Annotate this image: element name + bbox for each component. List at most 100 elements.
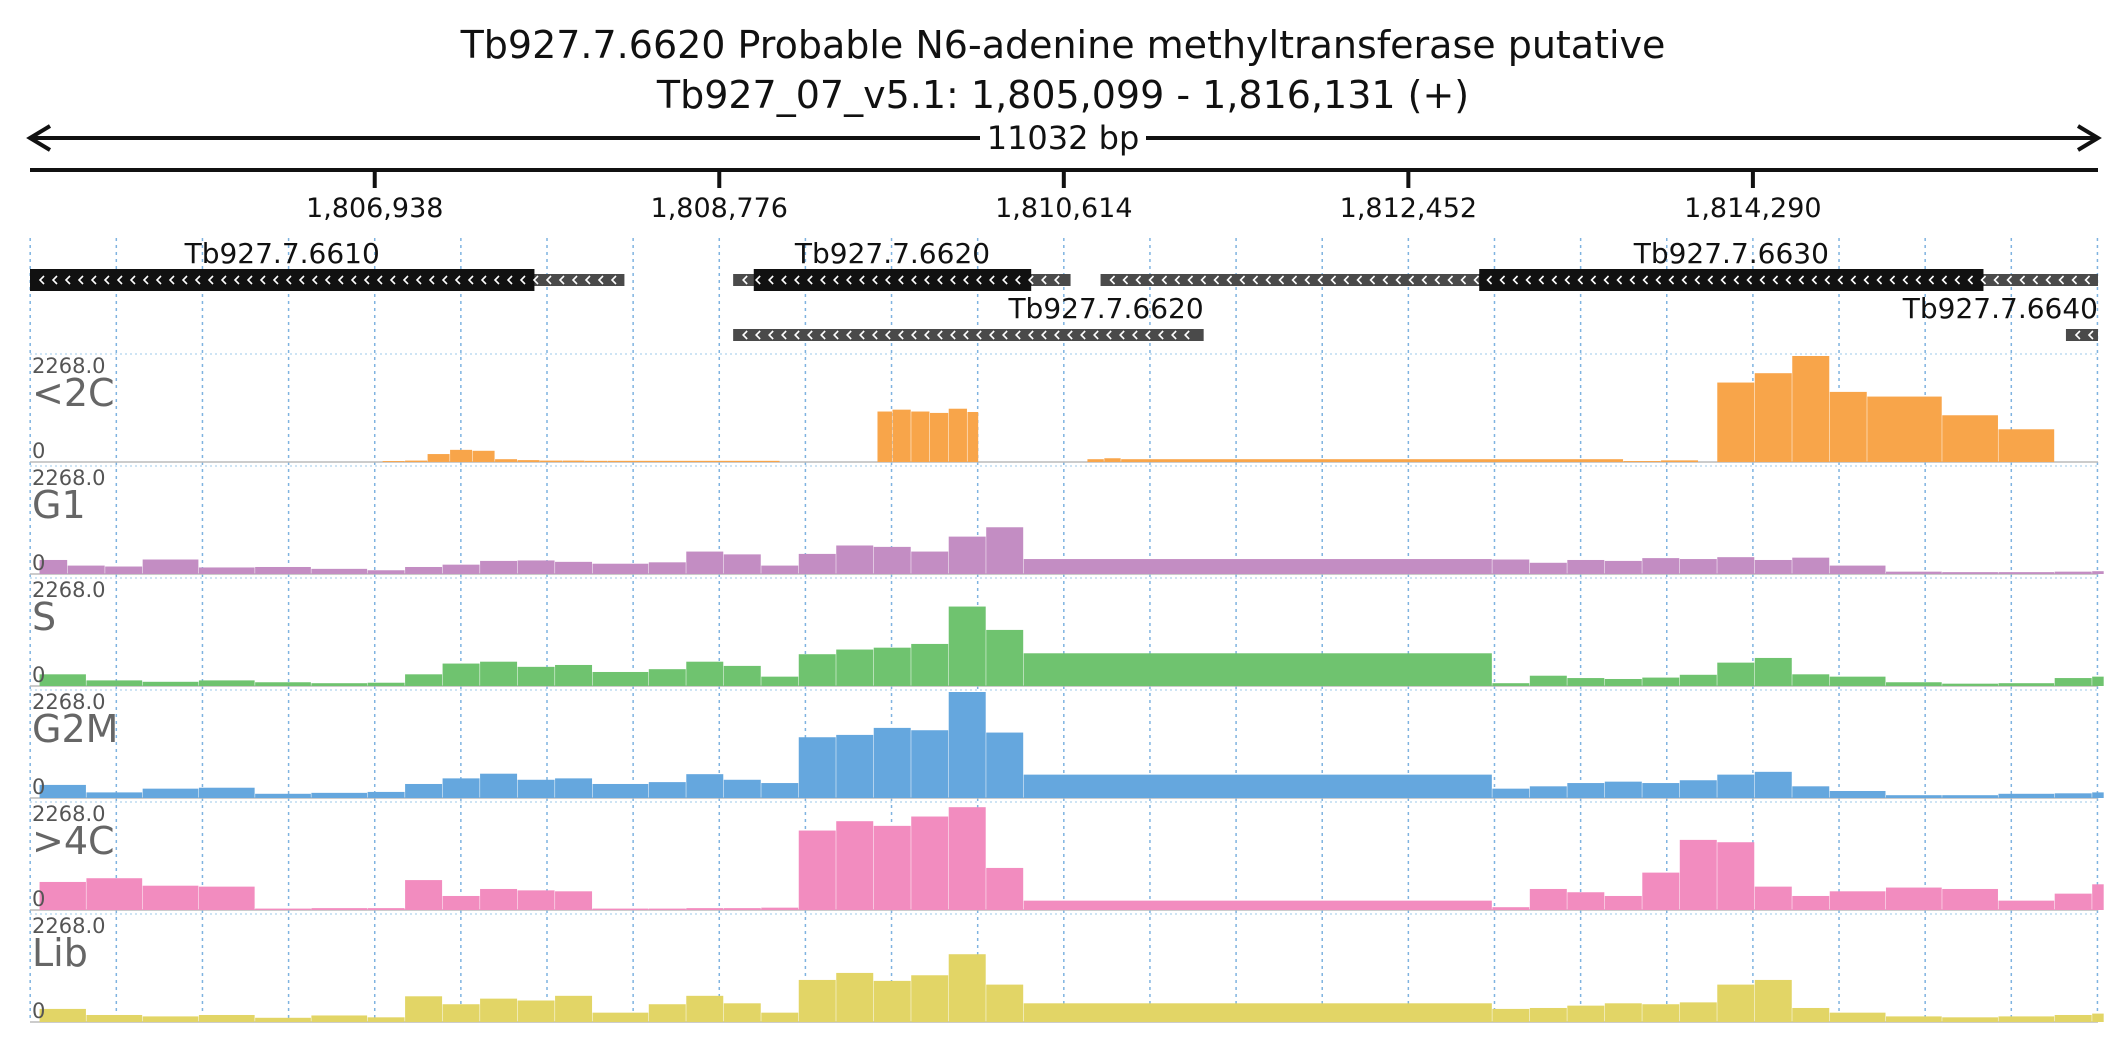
strand-arrow [1915,275,1922,285]
coverage-bar [836,649,874,686]
coverage-bar [495,459,518,462]
coverage-bar [592,1012,649,1022]
strand-arrow [597,275,604,285]
gene-feature: Tb927.7.6640 [1902,292,2098,341]
strand-arrow [1356,275,1363,285]
coverage-bar [39,881,86,910]
coverage-bar [67,565,105,574]
track-name: G2M [32,707,118,751]
track-zero-label: 0 [32,999,45,1023]
strand-arrow [1041,275,1047,285]
strand-arrow [1109,275,1116,285]
coverage-bar [405,460,428,462]
coverage-bar [592,563,649,574]
strand-arrow [2058,275,2065,285]
coverage-bar [1829,1012,1886,1022]
strand-arrow [1304,275,1311,285]
coverage-bar [1885,1016,1942,1022]
coverage-bar [1717,662,1755,686]
coverage-bar [450,449,473,462]
strand-arrow [2074,330,2081,340]
strand-arrow [794,330,800,340]
gene-cds [1479,269,1984,291]
strand-arrow [989,330,995,340]
strand-arrow [1694,275,1701,285]
strand-arrow [519,275,526,285]
coverage-bar [382,461,405,462]
coverage-bar [948,807,986,910]
coverage-bar [198,787,255,798]
coverage-bar [1998,429,2055,462]
strand-arrow [768,330,774,340]
coverage-bar [1867,396,1942,462]
strand-arrow [298,275,305,285]
strand-arrow [1161,275,1168,285]
coverage-bar [1717,382,1755,462]
coverage-bar [1829,391,1867,462]
track-max-label: 2268.0 [32,578,105,602]
coverage-bar [1529,786,1567,798]
coverage-bar [948,954,986,1022]
strand-arrow [2019,275,2026,285]
strand-arrow [1486,275,1493,285]
coverage-bar [836,972,874,1022]
strand-arrow [337,275,344,285]
coverage-bar [1529,1007,1567,1022]
strand-arrow [1954,275,1961,285]
strand-arrow [937,330,943,340]
coverage-bar [986,629,1024,686]
coverage-bar [555,891,593,910]
coverage-bar [255,682,311,686]
coverage-bar [1604,781,1642,798]
coverage-bar [86,878,143,910]
coverage-bar [555,664,593,686]
strand-arrow [558,275,565,285]
strand-arrow [1093,330,1099,340]
strand-arrow [584,275,591,285]
strand-arrow [363,275,370,285]
coverage-bar [442,663,480,686]
coverage-bar [517,890,555,910]
coverage-bar [1942,415,1998,462]
strand-arrow [1785,275,1792,285]
coverage-bar [2054,678,2092,686]
coverage-bar [1567,892,1605,910]
strand-arrow [1889,275,1896,285]
strand-arrow [1015,275,1021,285]
coverage-bar [255,566,311,574]
coverage-bar [367,570,405,574]
coverage-bar [1642,1004,1680,1022]
track-max-label: 2268.0 [32,690,105,714]
coverage-bar [311,683,368,686]
strand-arrow [885,275,891,285]
coverage-bar [1998,900,2055,910]
track-zero-label: 0 [32,663,45,687]
strand-arrow [285,275,292,285]
strand-arrow [1473,275,1480,285]
coverage-bar [873,546,911,574]
coverage-bar [761,907,799,910]
gene-feature: Tb927.7.6620 [733,237,1071,291]
coverage-bar [517,460,540,462]
strand-arrow [1421,275,1428,285]
strand-arrow [742,330,748,340]
coverage-bar [761,565,799,574]
strand-arrow [64,275,71,285]
strand-arrow [2032,275,2039,285]
coverage-bar [892,409,911,462]
strand-arrow [1772,275,1779,285]
coverage-bar [911,551,949,574]
coverage-bar [198,567,255,574]
strand-arrow [610,275,617,285]
coverage-bar [540,460,563,462]
coverage-bar [255,908,311,910]
strand-arrow [963,275,969,285]
span-length-label: 11032 bp [987,119,1140,157]
strand-arrow [1967,275,1974,285]
coverage-bar [367,682,405,686]
strand-arrow [1759,275,1766,285]
coverage-bar [648,908,686,910]
strand-arrow [742,275,748,285]
strand-arrow [480,275,487,285]
